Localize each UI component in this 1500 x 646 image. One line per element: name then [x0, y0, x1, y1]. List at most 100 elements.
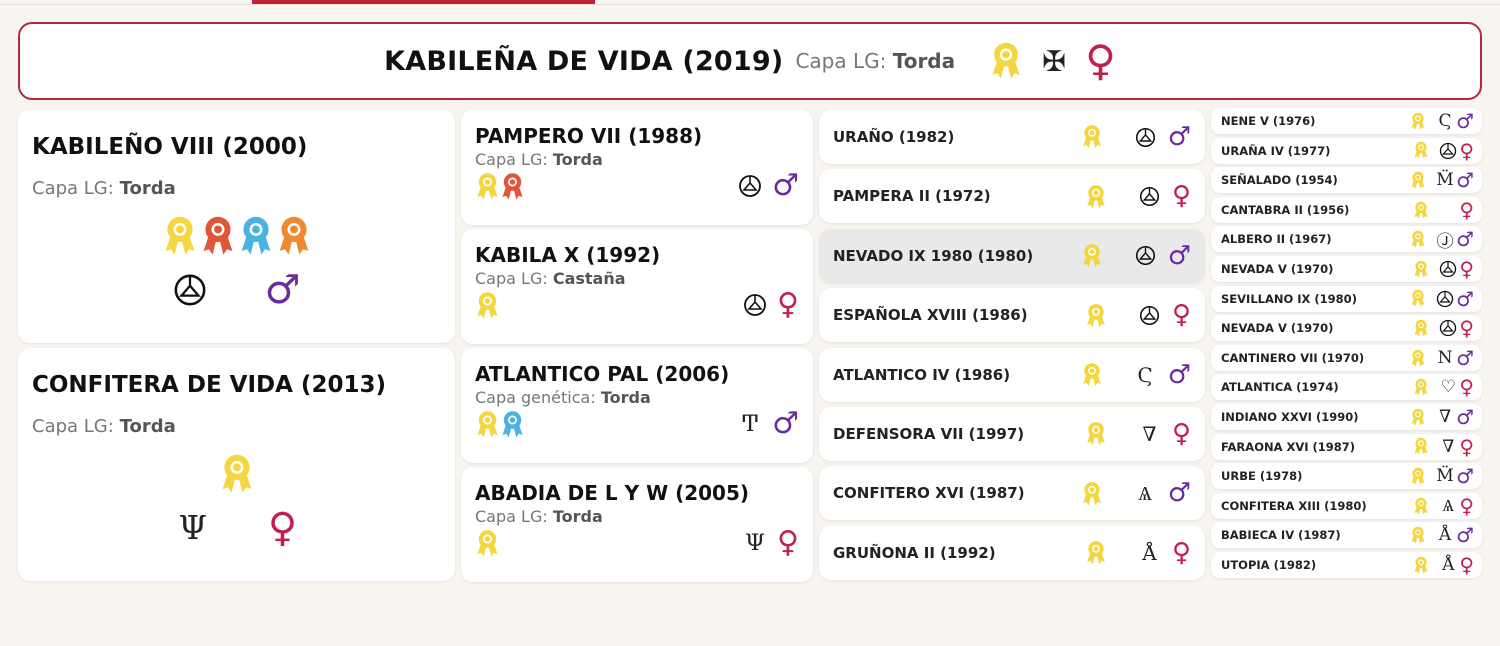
male-gender-icon: ♂	[1456, 286, 1474, 311]
male-gender-icon: ♂	[264, 267, 301, 314]
v-shape-brand-icon: ∇	[1142, 422, 1157, 446]
male-gender-icon: ♂	[1456, 345, 1474, 370]
male-gender-icon: ♂	[1456, 168, 1474, 193]
ribbon-award-icon	[1087, 541, 1105, 565]
coat-label: Capa genética:	[475, 388, 596, 407]
great-grandparent-card[interactable]: GRUÑONA II (1992) Å ♀	[819, 525, 1205, 580]
ribbon-award-icon	[1411, 290, 1425, 307]
male-gender-icon: ♂	[1167, 122, 1191, 152]
great-grandparent-card[interactable]: ATLANTICO IV (1986) Ϛ ♂	[819, 347, 1205, 402]
great-grandparent-card[interactable]: DEFENSORA VII (1997) ∇ ♀	[819, 407, 1205, 461]
great-great-grandparent-card[interactable]: URBE (1978) M̈ ♂	[1211, 463, 1482, 490]
great-great-grandparent-card[interactable]: UTOPIA (1982) Å ♀	[1211, 552, 1482, 578]
subject-marks: ✠ ♀	[989, 40, 1116, 82]
great-great-grandparent-card[interactable]: SEVILLANO IX (1980) ♂	[1211, 285, 1482, 312]
ribbon-award-icon	[477, 410, 498, 438]
female-gender-icon: ♀	[1459, 316, 1474, 341]
horse-coat: Capa LG: Torda	[32, 416, 441, 437]
ribbon-award-icon	[241, 216, 270, 255]
coat-value: Torda	[119, 178, 176, 199]
a-wave-brand-icon: Å	[1442, 555, 1455, 575]
coat-label: Capa LG:	[475, 269, 548, 288]
great-great-grandparent-card[interactable]: FARAONA XVI (1987) ∇ ♀	[1211, 433, 1482, 460]
great-great-grandparent-card[interactable]: NENE V (1976) Ϛ ♂	[1211, 108, 1482, 134]
wheel-brand-icon	[1139, 186, 1159, 206]
ribbon-award-icon	[203, 216, 232, 255]
subject-coat: Capa LG: Torda	[795, 49, 955, 73]
great-great-grandparent-card[interactable]: BABIECA IV (1987) Å ♂	[1211, 522, 1482, 549]
great-grandparent-card[interactable]: URAÑO (1982) ♂	[819, 110, 1205, 164]
coat-label: Capa LG:	[32, 416, 114, 437]
wheel-brand-icon	[1440, 260, 1457, 278]
great-great-grandparent-card[interactable]: NEVADA V (1970) ♀	[1211, 315, 1482, 342]
coat-value: Torda	[552, 507, 603, 526]
horse-coat: Capa LG: Castaña	[475, 269, 799, 288]
a-shape-brand-icon: Ѧ	[1137, 480, 1153, 505]
parent-card[interactable]: CONFITERA DE VIDA (2013) Capa LG: Torda …	[18, 348, 455, 581]
female-gender-icon: ♀	[1459, 375, 1474, 400]
great-grandparent-card[interactable]: NEVADO IX 1980 (1980) ♂	[819, 228, 1205, 283]
great-great-grandparent-card[interactable]: SEÑALADO (1954) M̈ ♂	[1211, 167, 1482, 194]
great-great-grandparent-card[interactable]: INDIANO XXVI (1990) ∇ ♂	[1211, 404, 1482, 430]
ribbon-award-icon	[279, 216, 308, 255]
male-gender-icon: ♂	[772, 168, 799, 203]
a-shape-brand-icon: Ѧ	[1442, 495, 1455, 516]
ribbon-award-icon	[1082, 363, 1101, 387]
m-crown-brand-icon: M̈	[1436, 466, 1454, 487]
n-brand-icon: N	[1437, 347, 1453, 368]
grandparent-card[interactable]: ATLANTICO PAL (2006) Capa genética: Tord…	[461, 348, 813, 463]
horse-name: GRUÑONA II (1992)	[833, 543, 996, 562]
great-grandparent-card[interactable]: ESPAÑOLA XVIII (1986) ♀	[819, 288, 1205, 343]
female-gender-icon: ♀	[777, 525, 799, 560]
circle-heart-brand-icon: ♡	[1440, 377, 1456, 398]
wheel-brand-icon	[1135, 127, 1155, 147]
horse-name: PAMPERA II (1972)	[833, 187, 991, 206]
coat-value: Torda	[119, 416, 176, 437]
great-great-grandparent-card[interactable]: ATLANTICA (1974) ♡ ♀	[1211, 374, 1482, 401]
ribbon-award-icon	[1414, 438, 1428, 455]
ribbon-award-icon	[477, 291, 498, 319]
male-gender-icon: ♂	[1167, 359, 1191, 390]
m-crown-brand-icon: M̈	[1436, 170, 1454, 191]
great-great-grandparent-card[interactable]: CANTINERO VII (1970) N ♂	[1211, 344, 1482, 371]
female-gender-icon: ♀	[1171, 419, 1191, 449]
horse-name: INDIANO XXVI (1990)	[1221, 410, 1359, 424]
wheel-brand-icon	[1440, 142, 1457, 159]
ribbon-award-icon	[1414, 142, 1428, 159]
great-great-grandparent-card[interactable]: NEVADA V (1970) ♀	[1211, 256, 1482, 282]
subject-card: KABILEÑA DE VIDA (2019) Capa LG: Torda ✠…	[18, 22, 1482, 100]
coat-value: Torda	[552, 150, 603, 169]
horse-name: CONFITERA DE VIDA (2013)	[32, 372, 386, 398]
horse-name: BABIECA IV (1987)	[1221, 528, 1341, 543]
parent-card[interactable]: KABILEÑO VIII (2000) Capa LG: Torda ♂	[18, 110, 455, 343]
ribbon-award-icon	[1411, 349, 1425, 367]
great-great-grandparent-card[interactable]: ALBERO II (1967) Ⓙ ♂	[1211, 226, 1482, 253]
male-gender-icon: ♂	[1456, 405, 1474, 429]
coat-value: Torda	[892, 49, 956, 73]
horse-name: CONFITERA XIII (1980)	[1221, 498, 1367, 513]
female-gender-icon: ♀	[1459, 493, 1474, 518]
grandparent-card[interactable]: PAMPERO VII (1988) Capa LG: Torda ♂	[461, 110, 813, 225]
active-tab-indicator[interactable]	[252, 0, 595, 4]
great-grandparent-card[interactable]: PAMPERA II (1972) ♀	[819, 169, 1205, 224]
male-gender-icon: ♂	[1456, 464, 1474, 489]
ribbon-award-icon	[992, 43, 1020, 79]
great-great-grandparent-card[interactable]: URAÑA IV (1977) ♀	[1211, 137, 1482, 164]
female-gender-icon: ♀	[777, 287, 799, 322]
horse-name: FARAONA XVI (1987)	[1221, 439, 1356, 454]
ribbon-award-icon	[1082, 481, 1101, 505]
ribbon-award-icon	[1082, 125, 1101, 149]
female-gender-icon: ♀	[1459, 197, 1474, 222]
grandparent-card[interactable]: ABADIA DE L Y W (2005) Capa LG: Torda Ψ ♀	[461, 467, 813, 582]
great-grandparent-card[interactable]: CONFITERO XVI (1987) Ѧ ♂	[819, 466, 1205, 521]
horse-name: CANTINERO VII (1970)	[1221, 350, 1365, 365]
wheel-brand-icon	[739, 175, 761, 197]
ribbon-award-icon	[1087, 422, 1105, 446]
ribbon-award-icon	[477, 172, 498, 200]
ribbon-award-icon	[1411, 526, 1425, 544]
horse-name: NEVADO IX 1980 (1980)	[833, 246, 1034, 265]
great-great-grandparent-card[interactable]: CONFITERA XIII (1980) Ѧ ♀	[1211, 492, 1482, 519]
great-great-grandparent-card[interactable]: CANTABRA II (1956) ♀	[1211, 196, 1482, 223]
horse-coat: Capa LG: Torda	[475, 150, 799, 169]
grandparent-card[interactable]: KABILA X (1992) Capa LG: Castaña ♀	[461, 229, 813, 344]
